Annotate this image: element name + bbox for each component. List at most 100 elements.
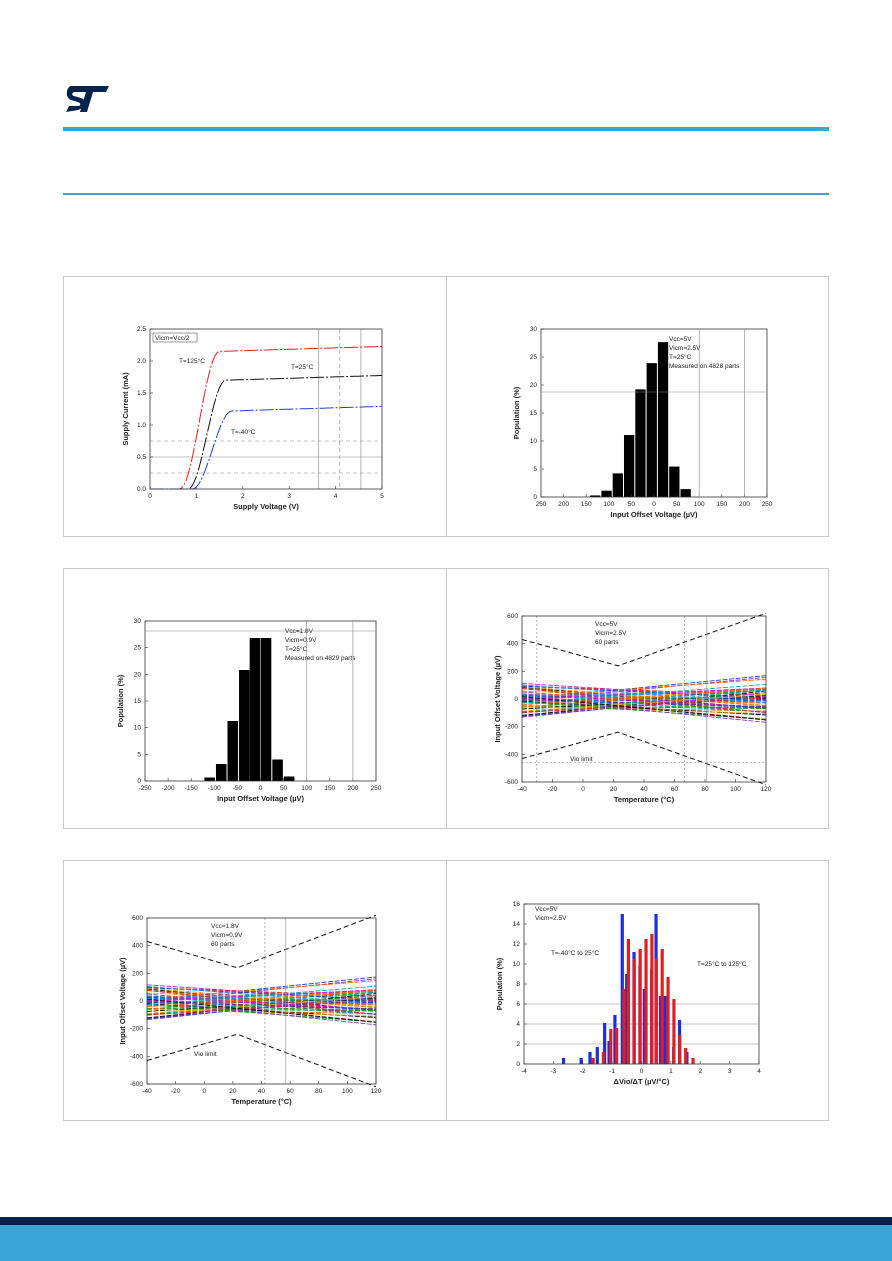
annotation-vicm: Vicm=Vcc/2	[155, 335, 190, 342]
annotation-t25: T=25°C	[291, 363, 314, 371]
annotation-text: T=25°C	[285, 645, 308, 653]
series-line	[150, 405, 382, 490]
y-tick-label: 2.0	[137, 358, 146, 365]
figure-vio-drift: -4 -3 -2 -1 0 1 2 3 4 0 2 4 6 8 10 12 14 16 ΔVio/ΔT (µV/°C…	[445, 861, 829, 1120]
y-axis-title: Population (%)	[512, 386, 521, 439]
y-tick-label: 0	[139, 998, 143, 1005]
x-tick-label: 5	[380, 493, 384, 500]
part-trace	[521, 700, 766, 716]
y-tick-label: 0.0	[137, 486, 146, 493]
annotation-text: Vicm=2.5V	[595, 630, 627, 637]
histogram-bar	[660, 949, 664, 1064]
annotation-text: Measured on 4829 parts	[285, 655, 356, 662]
annotation-text: Measured on 4828 parts	[669, 363, 740, 370]
x-tick-label: 20	[609, 786, 617, 793]
x-tick-label: 4	[757, 1068, 761, 1075]
y-tick-label: 6	[516, 1001, 520, 1008]
part-trace	[521, 683, 766, 704]
y-tick-label: 20	[134, 671, 142, 678]
part-trace	[521, 701, 766, 720]
part-trace	[521, 696, 766, 721]
x-tick-label: 80	[315, 1088, 323, 1095]
part-trace	[521, 697, 766, 723]
x-tick-label: -1	[609, 1068, 615, 1075]
histogram-bar	[227, 721, 239, 781]
annotation-tm40: T=-40°C	[231, 428, 256, 436]
y-tick-label: 600	[132, 915, 143, 922]
annotation-box	[592, 619, 627, 647]
plot-frame	[149, 328, 383, 490]
part-trace	[521, 692, 766, 713]
y-tick-label: 15	[529, 410, 537, 417]
st-logo	[66, 86, 109, 112]
x-tick-label: 3	[287, 493, 291, 500]
histogram-bar	[638, 949, 642, 1064]
histogram-bar	[272, 759, 283, 781]
x-tick-label: 1	[195, 493, 199, 500]
x-axis-title: ΔVio/ΔT (µV/°C)	[613, 1077, 669, 1086]
y-tick-label: 8	[516, 981, 520, 988]
histogram-bar	[668, 466, 679, 497]
y-tick-label: 1.5	[137, 390, 146, 397]
part-trace	[521, 695, 766, 716]
x-tick-label: -100	[208, 785, 221, 792]
x-tick-label: -40	[517, 786, 527, 793]
y-tick-label: 0	[516, 1061, 520, 1068]
x-tick-label: 20	[229, 1088, 237, 1095]
histogram-bar	[643, 939, 648, 1064]
y-tick-label: 25	[134, 645, 142, 652]
histogram-bar	[239, 670, 250, 781]
part-trace	[146, 1004, 377, 1023]
y-tick-label: 25	[529, 354, 537, 361]
part-trace	[521, 686, 766, 710]
annotation-text: T=25°C	[669, 353, 692, 361]
x-tick-label: -250	[138, 785, 151, 792]
histogram-bar	[608, 1029, 612, 1064]
annotation-text: 60 parts	[211, 941, 235, 948]
x-tick-label: 200	[347, 785, 358, 792]
figure-supply-current: 0 1 2 3 4 5 0.0 0.5 1.0 1.5 2.0 2.5 Supply Voltage (…	[64, 277, 446, 536]
x-axis-title: Supply Voltage (V)	[233, 502, 299, 511]
x-tick-label: 2	[698, 1068, 702, 1075]
histogram-bar	[679, 489, 691, 497]
x-tick-label: 100	[693, 501, 704, 508]
part-trace	[146, 996, 377, 1020]
supply-current-chart: 0 1 2 3 4 5 0.0 0.5 1.0 1.5 2.0 2.5 Supply Voltage (…	[121, 326, 384, 511]
plot-frame	[144, 620, 377, 782]
histogram-bar	[579, 1058, 583, 1064]
x-tick-label: 60	[670, 786, 678, 793]
x-tick-label: 0	[259, 785, 263, 792]
histogram-bar	[620, 914, 624, 1064]
x-tick-label: 80	[701, 786, 709, 793]
histogram-bar	[642, 989, 646, 1064]
figure-vio-temp-5v: -40 -20 0 20 40 60 80 100 120 -600 -400 -200 0 200 400…	[445, 569, 829, 828]
part-trace	[146, 998, 377, 1023]
x-tick-label: 250	[371, 785, 382, 792]
histogram-bar	[204, 777, 215, 781]
histogram-bar	[690, 1058, 695, 1064]
vio-histogram-1v8-chart: -250 -200 -150 -100 -50 0 50 100 150 200 250 0 5 10 15…	[116, 618, 382, 803]
y-axis-title: Population (%)	[116, 674, 125, 727]
x-tick-label: -200	[162, 785, 175, 792]
figure-vio-temp-1v8: -40 -20 0 20 40 60 80 100 120 -600 -400 -200 0 200 400…	[64, 861, 446, 1120]
annotation-text: Vcc=5V	[669, 336, 692, 343]
x-tick-label: 50	[280, 785, 288, 792]
part-trace	[521, 694, 766, 712]
part-trace	[146, 1001, 377, 1010]
histogram-bar	[634, 389, 646, 497]
y-tick-label: 20	[529, 382, 537, 389]
y-tick-label: 400	[132, 943, 143, 950]
x-tick-label: -4	[521, 1068, 527, 1075]
y-tick-label: 600	[507, 613, 518, 620]
x-tick-label: 100	[342, 1088, 353, 1095]
y-tick-label: 15	[134, 698, 142, 705]
histogram-bar	[249, 638, 261, 781]
histogram-bar	[654, 959, 658, 1064]
histogram-bar	[283, 776, 295, 781]
x-tick-label: -50	[233, 785, 243, 792]
histogram-bar	[677, 1035, 681, 1064]
histogram-bar	[671, 999, 676, 1064]
x-tick-label: -2	[579, 1068, 585, 1075]
annotation-text: Vicm=2.5V	[535, 915, 567, 922]
part-trace	[521, 696, 766, 720]
